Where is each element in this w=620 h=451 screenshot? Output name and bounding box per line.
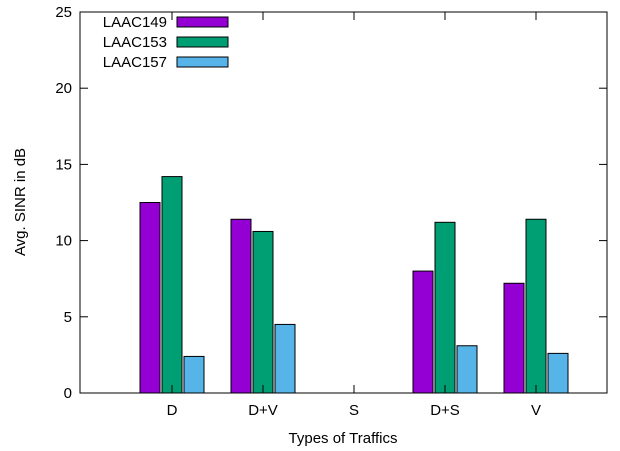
legend-label: LAAC157 <box>103 54 167 71</box>
x-axis-label: Types of Traffics <box>289 430 398 447</box>
legend-label: LAAC153 <box>103 34 167 51</box>
legend: LAAC149 LAAC153 LAAC157 <box>103 14 229 71</box>
bar-LAAC153-V <box>525 218 547 394</box>
x-tick-label: D+S <box>430 402 460 419</box>
plot-frame <box>79 11 608 394</box>
y-tick-label: 25 <box>55 4 72 21</box>
x-tick-label: S <box>349 402 359 419</box>
bar-LAAC149-D+V <box>230 218 252 394</box>
bar-LAAC157-D <box>183 355 205 394</box>
bar-LAAC157-D+V <box>274 323 296 394</box>
y-axis: 0 5 10 15 20 25 <box>55 4 607 402</box>
y-tick-label: 15 <box>55 156 72 173</box>
bar-LAAC149-D+S <box>412 270 434 394</box>
x-tick-label: D+V <box>248 402 278 419</box>
bar-LAAC153-D <box>161 176 183 394</box>
legend-swatch <box>176 36 229 48</box>
bars-group <box>139 176 569 394</box>
bar-LAAC157-D+S <box>456 345 478 394</box>
x-axis: D D+V S D+S V <box>167 12 541 419</box>
y-tick-label: 0 <box>64 385 72 402</box>
y-tick-label: 5 <box>64 309 72 326</box>
bar-LAAC157-V <box>547 352 569 394</box>
legend-swatch <box>176 56 229 68</box>
y-tick-label: 10 <box>55 233 72 250</box>
bar-LAAC149-D <box>139 202 161 394</box>
y-tick-label: 20 <box>55 80 72 97</box>
legend-label: LAAC149 <box>103 14 167 31</box>
bar-LAAC153-D+V <box>252 230 274 394</box>
y-axis-label: Avg. SINR in dB <box>12 148 29 256</box>
bar-LAAC153-D+S <box>434 221 456 394</box>
x-tick-label: V <box>531 402 541 419</box>
bar-LAAC149-V <box>503 282 525 394</box>
legend-swatch <box>176 16 229 28</box>
x-tick-label: D <box>167 402 178 419</box>
